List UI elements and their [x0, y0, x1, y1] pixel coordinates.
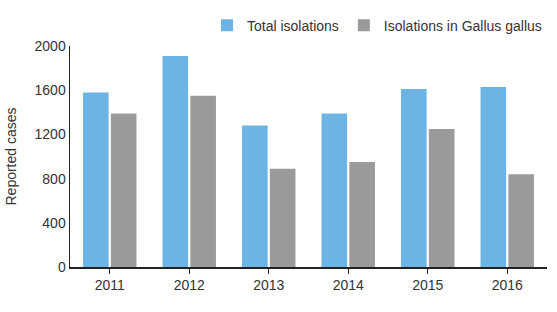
svg-text:2014: 2014 — [333, 277, 364, 293]
svg-text:2011: 2011 — [95, 277, 125, 293]
svg-text:2016: 2016 — [492, 277, 523, 293]
svg-text:2000: 2000 — [35, 38, 66, 54]
svg-text:Reported cases: Reported cases — [3, 107, 19, 205]
svg-text:Total isolations: Total isolations — [247, 18, 339, 34]
svg-text:2015: 2015 — [412, 277, 443, 293]
svg-text:2013: 2013 — [253, 277, 284, 293]
svg-text:2012: 2012 — [174, 277, 205, 293]
svg-text:Isolations in Gallus gallus: Isolations in Gallus gallus — [384, 18, 542, 34]
svg-text:1200: 1200 — [35, 126, 66, 142]
svg-text:1600: 1600 — [35, 82, 66, 98]
svg-text:800: 800 — [42, 171, 66, 187]
svg-text:0: 0 — [58, 259, 66, 275]
svg-text:400: 400 — [42, 215, 66, 231]
